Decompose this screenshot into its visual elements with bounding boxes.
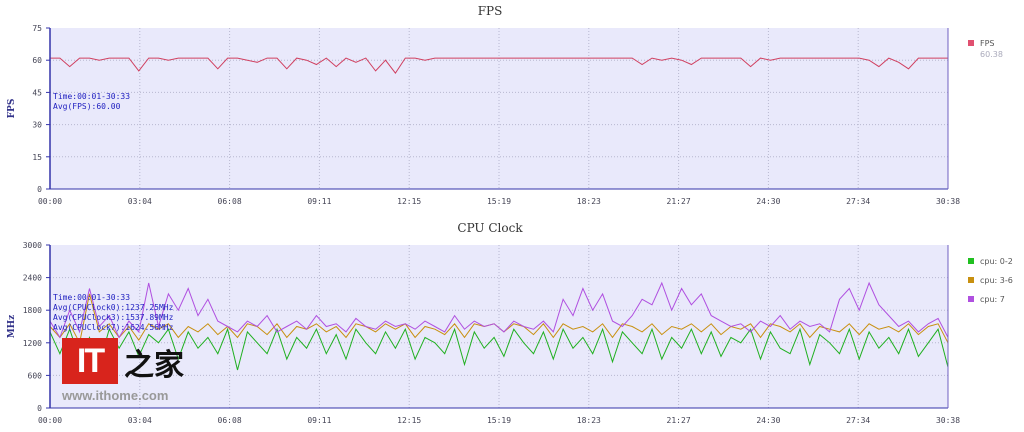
- x-tick-label: 12:15: [397, 416, 421, 425]
- x-tick-label: 21:27: [667, 416, 691, 425]
- y-axis-label: MHz: [7, 315, 17, 339]
- ithome-watermark: IT 之家 www.ithome.com: [62, 338, 192, 406]
- chart-title: CPU Clock: [457, 221, 523, 235]
- y-tick-label: 60: [32, 56, 42, 65]
- y-tick-label: 1200: [23, 339, 42, 348]
- x-tick-label: 18:23: [577, 197, 601, 206]
- x-tick-label: 03:04: [128, 197, 152, 206]
- series-line-cpu-7: [49, 281, 949, 339]
- x-tick-label: 24:30: [756, 197, 780, 206]
- y-tick-label: 2400: [23, 274, 42, 283]
- x-tick-label: 03:04: [128, 416, 152, 425]
- annotation-text: Avg(FPS):60.00: [53, 102, 121, 111]
- x-tick-label: 30:38: [936, 197, 960, 206]
- y-tick-label: 0: [37, 185, 42, 194]
- x-tick-label: 00:00: [38, 416, 62, 425]
- x-tick-label: 27:34: [846, 197, 870, 206]
- y-tick-label: 3000: [23, 241, 42, 250]
- y-axis-label: FPS: [7, 99, 17, 119]
- annotation-text: Avg(CPUClock7):1624.56MHz: [53, 323, 174, 332]
- x-tick-label: 09:11: [307, 416, 331, 425]
- legend-swatch: [968, 277, 974, 283]
- ithome-logo-chinese: 之家: [124, 348, 184, 383]
- y-tick-label: 15: [32, 153, 42, 162]
- annotation-text: Time:00:01-30:33: [53, 92, 130, 101]
- legend-label: cpu: 0-2: [980, 257, 1013, 266]
- x-tick-label: 30:38: [936, 416, 960, 425]
- legend-label: cpu: 7: [980, 295, 1005, 304]
- legend-swatch: [968, 258, 974, 264]
- x-tick-label: 00:00: [38, 197, 62, 206]
- legend-label: FPS: [980, 39, 995, 48]
- chart-title: FPS: [478, 4, 503, 18]
- x-tick-label: 27:34: [846, 416, 870, 425]
- x-tick-label: 15:19: [487, 197, 511, 206]
- ithome-logo: IT: [62, 338, 118, 384]
- plot-area: [50, 28, 948, 189]
- ithome-url: www.ithome.com: [62, 388, 169, 403]
- x-tick-label: 18:23: [577, 416, 601, 425]
- legend-label: cpu: 3-6: [980, 276, 1013, 285]
- series-line-FPS: [50, 57, 948, 74]
- annotation-text: Avg(CPUClock3):1537.89MHz: [53, 313, 174, 322]
- x-tick-label: 09:11: [307, 197, 331, 206]
- chart-0: FPS 0 15 30 45 60 75 00:00 03:04 06:08 09:11 12:15 1…: [7, 4, 1003, 206]
- x-tick-label: 21:27: [667, 197, 691, 206]
- y-tick-label: 30: [32, 121, 42, 130]
- legend-value: 60.38: [980, 50, 1003, 59]
- y-tick-label: 75: [32, 24, 42, 33]
- x-tick-label: 15:19: [487, 416, 511, 425]
- legend-swatch: [968, 296, 974, 302]
- y-tick-label: 45: [32, 88, 42, 97]
- legend-swatch: [968, 40, 974, 46]
- annotation-text: Time:00:01-30:33: [53, 293, 130, 302]
- x-tick-label: 24:30: [756, 416, 780, 425]
- x-tick-label: 06:08: [218, 416, 242, 425]
- chart-1: CPU Clock 0 600 1200 1800 2400 3000 00:00 03:04 0…: [7, 221, 1013, 425]
- x-tick-label: 12:15: [397, 197, 421, 206]
- y-tick-label: 1800: [23, 306, 42, 315]
- y-tick-label: 0: [37, 404, 42, 413]
- series-line-cpu-0-2: [49, 327, 949, 371]
- annotation-text: Avg(CPUClock0):1237.25MHz: [53, 303, 174, 312]
- x-tick-label: 06:08: [218, 197, 242, 206]
- y-tick-label: 600: [28, 371, 43, 380]
